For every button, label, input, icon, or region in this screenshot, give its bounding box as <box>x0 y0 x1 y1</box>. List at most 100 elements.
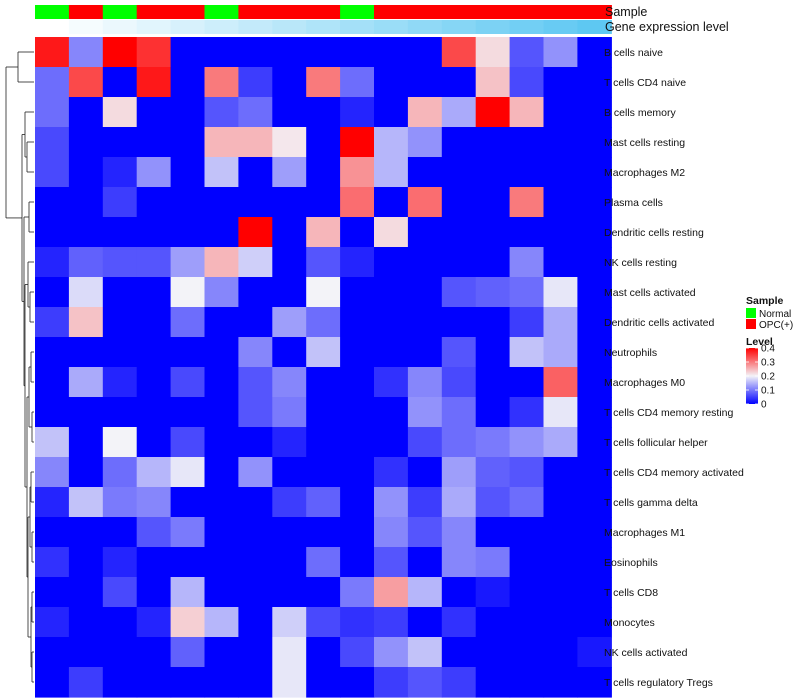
heatmap-cell <box>102 427 138 458</box>
heatmap-cell <box>509 517 545 548</box>
heatmap-cell <box>238 307 273 338</box>
expression-annotation-cell <box>509 20 545 34</box>
heatmap-cell <box>475 667 511 698</box>
heatmap-cell <box>441 307 477 338</box>
heatmap-cell <box>136 397 172 428</box>
heatmap-cell <box>441 487 477 518</box>
heatmap-cell <box>509 187 545 218</box>
heatmap-cell <box>102 397 138 428</box>
expression-annotation-cell <box>306 20 341 34</box>
heatmap-cell <box>441 247 477 278</box>
heatmap-cell <box>441 457 477 488</box>
heatmap-cell <box>509 37 545 68</box>
row-label: T cells CD4 memory activated <box>604 467 744 479</box>
heatmap-cell <box>238 337 273 368</box>
row-label: Neutrophils <box>604 347 657 359</box>
heatmap-cell <box>306 247 341 278</box>
heatmap-cell <box>238 217 273 248</box>
heatmap-cell <box>441 577 477 608</box>
heatmap-cell <box>102 577 138 608</box>
heatmap-cell <box>68 427 104 458</box>
heatmap-cell <box>35 307 70 338</box>
heatmap-cell <box>136 607 172 638</box>
legend-level-tick-label: 0.2 <box>761 372 775 383</box>
heatmap-cell <box>475 187 511 218</box>
heatmap-cell <box>102 307 138 338</box>
heatmap-cell <box>340 157 375 188</box>
heatmap-cell <box>374 607 409 638</box>
heatmap-cell <box>543 367 578 398</box>
heatmap-cell <box>374 577 409 608</box>
heatmap-cell <box>407 37 443 68</box>
heatmap-cell <box>543 577 578 608</box>
heatmap-cell <box>68 307 104 338</box>
heatmap-cell <box>475 67 511 98</box>
heatmap-cell <box>136 247 172 278</box>
heatmap-cell <box>238 157 273 188</box>
heatmap-cell <box>35 637 70 668</box>
heatmap-cell <box>102 637 138 668</box>
legend-normal-swatch <box>746 308 756 318</box>
heatmap-cell <box>374 37 409 68</box>
sample-annotation-cell <box>306 5 341 19</box>
heatmap-cell <box>68 397 104 428</box>
heatmap-cell <box>204 277 239 308</box>
heatmap-cell <box>306 487 341 518</box>
sample-annotation-cell <box>238 5 273 19</box>
heatmap-cell <box>170 487 206 518</box>
heatmap-cell <box>35 577 70 608</box>
heatmap-cell <box>170 457 206 488</box>
heatmap-cell <box>475 457 511 488</box>
heatmap-cell <box>68 607 104 638</box>
heatmap-cell <box>509 637 545 668</box>
legend-level-title: Level <box>746 336 773 348</box>
heatmap-cell <box>136 487 172 518</box>
heatmap-cell <box>340 37 375 68</box>
heatmap-cell <box>68 577 104 608</box>
heatmap-cell <box>441 547 477 578</box>
expression-annotation-bar <box>35 20 612 34</box>
heatmap-cell <box>475 517 511 548</box>
heatmap-cell <box>35 217 70 248</box>
heatmap-cell <box>136 667 172 698</box>
heatmap-cell <box>204 517 239 548</box>
heatmap-cell <box>340 517 375 548</box>
row-label: Macrophages M1 <box>604 527 685 539</box>
heatmap-cell <box>35 487 70 518</box>
heatmap-cell <box>577 217 612 248</box>
heatmap-cell <box>340 97 375 128</box>
heatmap-cell <box>35 277 70 308</box>
annotation-label-sample: Sample <box>605 5 647 19</box>
expression-annotation-cell <box>475 20 511 34</box>
heatmap-cell <box>543 667 578 698</box>
heatmap-cell <box>441 607 477 638</box>
heatmap-cell <box>136 577 172 608</box>
heatmap-cell <box>577 67 612 98</box>
heatmap-cell <box>577 367 612 398</box>
heatmap-cell <box>577 577 612 608</box>
heatmap-cell <box>170 637 206 668</box>
heatmap-cell <box>441 97 477 128</box>
heatmap-cell <box>102 367 138 398</box>
heatmap-cell <box>272 577 307 608</box>
heatmap-cell <box>543 277 578 308</box>
heatmap-cell <box>374 427 409 458</box>
heatmap-cell <box>577 97 612 128</box>
heatmap-cell <box>340 607 375 638</box>
heatmap-cell <box>577 607 612 638</box>
legend-level-tick-label: 0.1 <box>761 386 775 397</box>
heatmap-cell <box>272 307 307 338</box>
heatmap-cell <box>272 547 307 578</box>
heatmap-cell <box>306 667 341 698</box>
heatmap-cell <box>170 97 206 128</box>
heatmap-cell <box>204 397 239 428</box>
heatmap-cell <box>543 127 578 158</box>
heatmap-cell <box>68 157 104 188</box>
heatmap-cell <box>543 337 578 368</box>
heatmap-cell <box>170 337 206 368</box>
expression-annotation-cell <box>170 20 206 34</box>
heatmap-cell <box>68 637 104 668</box>
heatmap-cell <box>577 667 612 698</box>
heatmap-cell <box>204 637 239 668</box>
